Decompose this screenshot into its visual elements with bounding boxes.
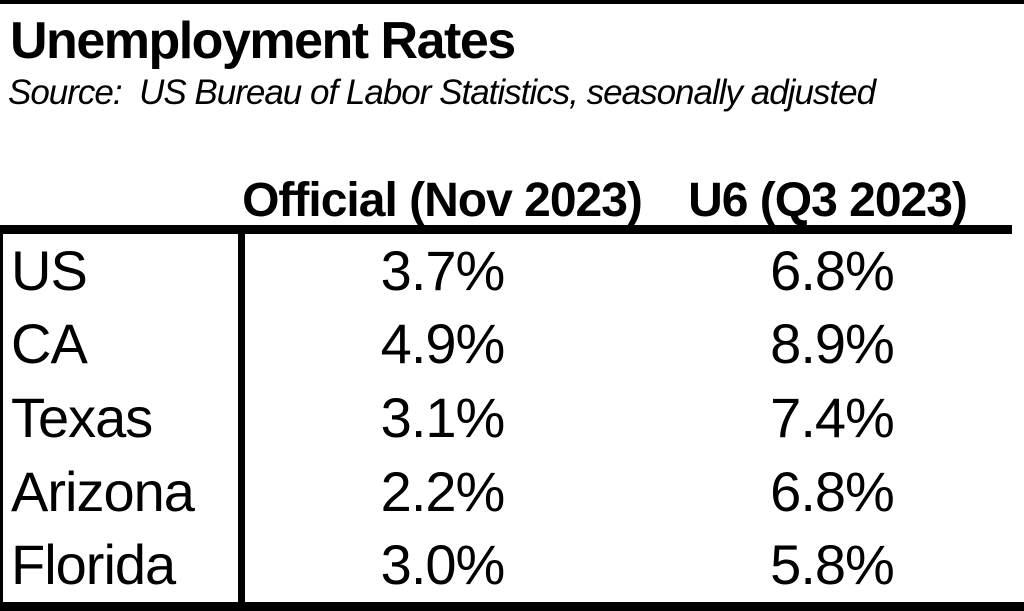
table-row-arizona: Arizona 2.2% 6.8% [0,455,1024,529]
label-column-divider-rule [238,225,245,610]
official-rate-value: 3.1% [380,385,506,449]
row-label: CA [11,312,88,376]
official-rate-value: 4.9% [380,312,506,376]
u6-rate-value: 6.8% [770,459,895,523]
row-label: Florida [11,533,176,597]
u6-rate-value: 5.8% [770,533,895,597]
row-label: Texas [11,385,153,449]
table-row-ca: CA 4.9% 8.9% [0,308,1024,382]
table-bottom-rule [0,602,1024,611]
table-left-rule [0,225,3,610]
page-title: Unemployment Rates [10,12,516,70]
official-rate-value: 2.2% [380,459,506,523]
u6-rate-value: 6.8% [770,238,895,302]
table-row-us: US 3.7% 6.8% [0,234,1024,308]
row-label: US [11,238,88,302]
row-label: Arizona [11,459,195,523]
table-row-texas: Texas 3.1% 7.4% [0,381,1024,455]
u6-rate-value: 8.9% [770,312,895,376]
official-rate-value: 3.0% [380,533,506,597]
source-attribution: Source: US Bureau of Labor Statistics, s… [8,73,876,112]
u6-rate-value: 7.4% [770,385,895,449]
top-border-rule [0,0,1024,4]
header-separator-rule [0,225,1012,234]
official-rate-value: 3.7% [380,238,506,302]
table-body: US 3.7% 6.8% CA 4.9% 8.9% Texas 3.1% 7.4… [0,234,1024,602]
column-header-u6: U6 (Q3 2023) [688,174,968,227]
column-header-official: Official (Nov 2023) [242,174,643,227]
table-row-florida: Florida 3.0% 5.8% [0,528,1024,602]
